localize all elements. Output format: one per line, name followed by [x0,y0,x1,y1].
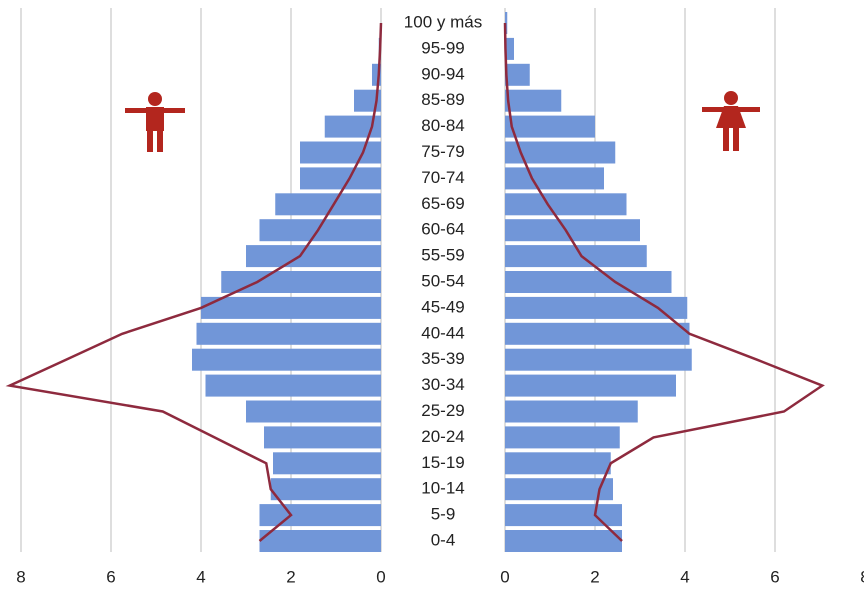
x-tick-label: 2 [286,567,295,586]
bar [205,374,381,397]
age-label: 30-34 [421,375,464,394]
bar [246,400,381,423]
age-label: 15-19 [421,453,464,472]
bar [192,348,381,371]
age-label: 85-89 [421,90,464,109]
bar [505,530,622,552]
age-label: 100 y más [404,12,482,31]
age-label: 55-59 [421,246,464,265]
age-label: 75-79 [421,142,464,161]
bar [196,322,381,345]
bar [505,245,647,268]
age-label: 35-39 [421,349,464,368]
bar [300,167,381,190]
age-label: 40-44 [421,323,464,342]
bar [505,504,622,527]
x-tick-label: 4 [680,567,689,586]
age-label: 0-4 [431,530,456,549]
bar [246,245,381,268]
bar [221,271,381,293]
bar [300,141,381,164]
x-tick-label: 0 [376,567,385,586]
bar [324,115,381,138]
bar [505,89,562,112]
x-tick-label: 8 [860,567,864,586]
bar [505,115,595,138]
bar [505,63,530,86]
bar [201,296,381,319]
bar [505,296,688,319]
bar [505,271,672,293]
male-icon [125,92,185,152]
bar [259,504,381,527]
bar [505,348,692,371]
bar [505,478,613,501]
bar [259,530,381,552]
x-tick-label: 2 [590,567,599,586]
line [503,22,825,542]
age-label: 20-24 [421,427,464,446]
x-tick-label: 0 [500,567,509,586]
age-label: 5-9 [431,505,456,524]
bar [505,193,627,216]
bar [259,219,381,242]
bar [275,193,381,216]
bar [270,478,381,501]
age-label: 80-84 [421,116,464,135]
bar [505,374,676,397]
bar [505,452,611,475]
bar [505,426,620,449]
bar [505,141,616,164]
age-label: 65-69 [421,194,464,213]
female-icon [702,91,760,151]
bar [505,322,690,345]
bar [273,452,381,475]
age-label: 25-29 [421,401,464,420]
bar [505,219,640,242]
age-label: 50-54 [421,271,464,290]
bar [372,63,381,86]
bar [264,426,381,449]
age-label: 45-49 [421,297,464,316]
x-tick-label: 6 [106,567,115,586]
age-label: 10-14 [421,479,464,498]
age-label: 60-64 [421,220,464,239]
age-label: 90-94 [421,64,464,83]
bar [505,37,514,60]
x-tick-label: 8 [16,567,25,586]
age-label: 70-74 [421,168,464,187]
bar [354,89,381,112]
x-tick-label: 6 [770,567,779,586]
bar [505,167,604,190]
x-tick-label: 4 [196,567,205,586]
bar [505,400,638,423]
line [5,22,383,542]
age-label: 95-99 [421,38,464,57]
